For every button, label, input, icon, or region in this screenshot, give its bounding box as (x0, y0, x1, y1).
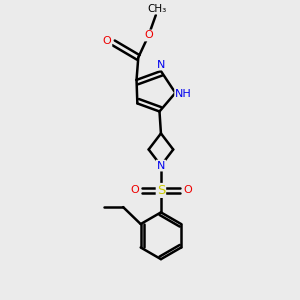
Text: CH₃: CH₃ (148, 4, 167, 14)
Text: O: O (144, 31, 153, 40)
Text: N: N (157, 60, 165, 70)
Text: NH: NH (175, 89, 192, 99)
Text: O: O (130, 185, 139, 195)
Text: O: O (183, 185, 192, 195)
Text: S: S (157, 184, 165, 197)
Text: O: O (103, 36, 111, 46)
Text: N: N (157, 160, 165, 171)
